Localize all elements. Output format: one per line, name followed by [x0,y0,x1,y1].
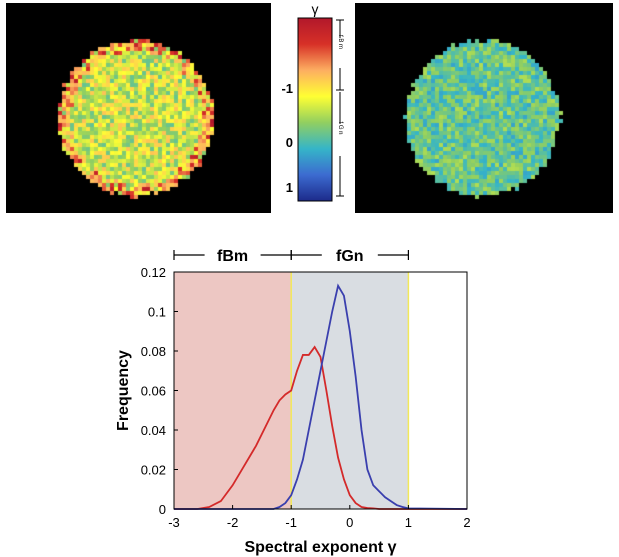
chart-ticks: -3 -2 -1 0 1 2 0 0.02 0.04 0.06 0.08 0.1 0.12 [141,265,471,530]
y-axis-label: Frequency [115,350,132,431]
x-tick-label-2: -1 [285,515,297,530]
colorbar-tick-neg1: -1 [281,81,293,96]
y-tick-label-1: 0.02 [141,463,166,478]
chart-regions [174,272,410,509]
fractal-map-right [355,3,613,213]
colorbar-tick-0: 0 [286,135,293,150]
region-0-fill [174,272,292,509]
x-tick-label-0: -3 [168,515,180,530]
fractal-map-left [6,3,271,213]
colorbar-range-fgn-label: f G n [337,121,343,134]
y-tick-label-2: 0.04 [141,423,166,438]
x-tick-label-1: -2 [227,515,239,530]
y-tick-label-4: 0.08 [141,344,166,359]
x-axis-label: Spectral exponent γ [244,539,396,556]
y-tick-label-3: 0.06 [141,384,166,399]
colorbar-range-fbm-label: f B m [337,35,343,49]
y-tick-label-6: 0.12 [141,265,166,280]
x-tick-label-3: 0 [346,515,353,530]
brain-heatmap-left [6,3,271,213]
bracket-1-mask [321,245,378,265]
bracket-0-label: fBm [217,248,248,265]
x-tick-label-4: 1 [405,515,412,530]
series-0-line [174,345,467,510]
colorbar-tick-1: 1 [286,180,293,195]
y-tick-label-0: 0 [159,502,166,517]
series-1-line [174,283,468,510]
y-tick-label-5: 0.1 [148,305,166,320]
chart-series [174,283,468,510]
colorbar-range-fbm: f B m [336,19,344,91]
x-tick-label-5: 2 [463,515,470,530]
colorbar-symbol: γ [312,1,319,17]
region-1-fill [291,272,409,509]
brain-heatmap-right [355,3,613,213]
colorbar-range-fgn: f G n [336,92,344,197]
colorbar: γ -1 0 1 f B m f G n [270,0,360,215]
region-brackets: fBm fGn [173,245,409,265]
bracket-0-mask [204,245,261,265]
colorbar-svg: γ -1 0 1 f B m f G n [281,1,344,202]
bracket-1-label: fGn [336,248,364,265]
colorbar-gradient [297,17,333,202]
